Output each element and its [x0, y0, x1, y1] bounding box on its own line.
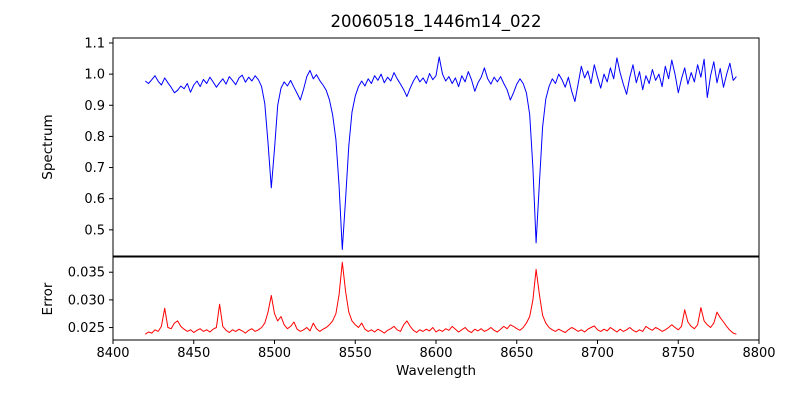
spectrum-y-tick-label: 0.5: [84, 223, 105, 238]
spectrum-y-tick-label: 0.9: [84, 99, 105, 114]
x-tick-label: 8700: [581, 346, 614, 361]
x-axis-label: Wavelength: [396, 363, 476, 379]
error-y-tick-label: 0.030: [68, 293, 105, 308]
chart-title: 20060518_1446m14_022: [330, 12, 541, 32]
error-y-axis-label: Error: [40, 282, 56, 315]
x-tick-label: 8500: [258, 346, 291, 361]
x-tick-label: 8400: [96, 346, 129, 361]
x-tick-label: 8550: [339, 346, 372, 361]
spectrum-y-tick-label: 0.6: [84, 192, 105, 207]
error-plot-frame: [112, 256, 760, 341]
error-y-tick-label: 0.035: [68, 266, 105, 281]
x-tick-label: 8600: [419, 346, 452, 361]
spectrum-y-tick-label: 0.8: [84, 130, 105, 145]
error-line: [145, 261, 737, 335]
spectrum-plot-frame: [112, 37, 760, 257]
error-y-tick-label: 0.025: [68, 321, 105, 336]
spectrum-y-tick-label: 1.1: [84, 36, 105, 51]
spectrum-y-tick-label: 0.7: [84, 161, 105, 176]
x-tick-label: 8650: [500, 346, 533, 361]
x-tick-label: 8800: [742, 346, 775, 361]
x-tick-label: 8750: [662, 346, 695, 361]
x-tick-label: 8450: [177, 346, 210, 361]
spectrum-line: [144, 56, 737, 250]
spectrum-y-tick-label: 1.0: [84, 68, 105, 83]
spectrum-y-axis-label: Spectrum: [40, 114, 56, 179]
